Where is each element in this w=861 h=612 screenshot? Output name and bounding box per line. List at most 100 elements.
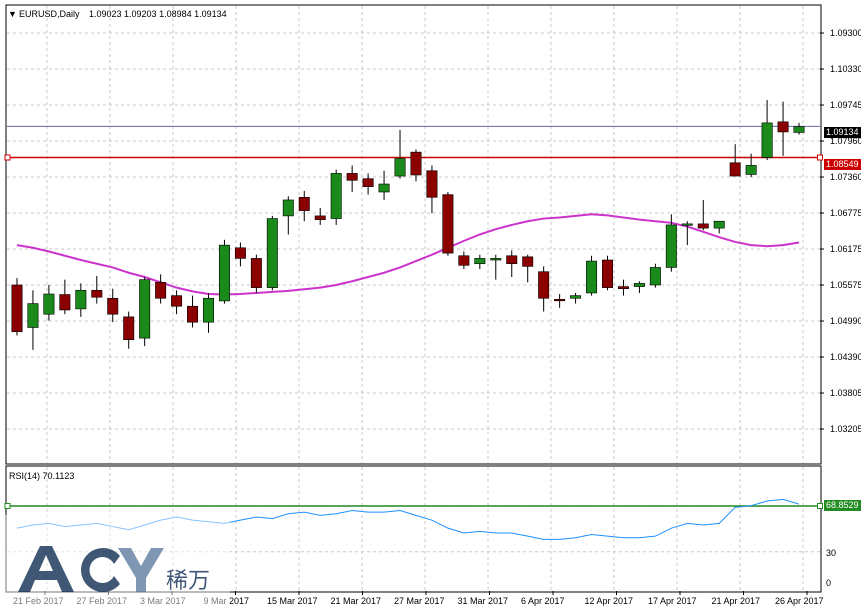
candles-layer xyxy=(11,100,805,350)
candle-body xyxy=(378,183,390,193)
candle-body xyxy=(697,223,709,229)
candle-body xyxy=(410,151,422,176)
time-axis-label: 17 Apr 2017 xyxy=(648,596,697,606)
candle-body xyxy=(649,267,661,286)
price-axis-label: 1.09745 xyxy=(830,100,861,110)
candle-body xyxy=(681,223,693,226)
candle-body xyxy=(522,256,534,267)
candle-body xyxy=(218,244,230,302)
candle-body xyxy=(761,122,773,158)
candle-body xyxy=(490,258,502,261)
price-axis-label: 1.07960 xyxy=(830,136,861,146)
rsi-axis-label-0: 0 xyxy=(826,578,831,588)
candle-body xyxy=(506,255,518,265)
ohlc-readout: 1.09023 1.09203 1.08984 1.09134 xyxy=(89,9,227,19)
rsi-grid xyxy=(7,467,820,591)
rsi-title: RSI(14) 70.1123 xyxy=(9,471,74,481)
price-axis-label: 1.06775 xyxy=(830,208,861,218)
price-axis-label: 1.03205 xyxy=(830,424,861,434)
candle-body xyxy=(442,194,454,254)
candle-body xyxy=(27,303,39,328)
candle-body xyxy=(203,297,214,323)
candle-body xyxy=(43,293,55,315)
acy-logo-y xyxy=(118,548,164,592)
price-grid xyxy=(7,6,820,463)
candle-body xyxy=(75,289,87,310)
candle-body xyxy=(394,158,406,177)
time-axis: 21 Feb 2017 27 Feb 2017 3 Mar 2017 9 Mar 20… xyxy=(13,591,824,606)
candle-body xyxy=(554,299,566,302)
candle-body xyxy=(745,165,757,175)
symbol-title: EURUSD,Daily xyxy=(19,9,80,19)
candle-body xyxy=(59,294,71,311)
candle-body xyxy=(155,282,167,299)
time-axis-label: 12 Apr 2017 xyxy=(585,596,634,606)
rsi-line xyxy=(16,498,800,540)
candle-body xyxy=(617,286,629,290)
candle-body xyxy=(729,162,741,177)
rsi-axis-label-30: 30 xyxy=(826,548,836,558)
candle-body xyxy=(282,199,294,217)
rsi-level-marker: 68.8529 xyxy=(826,500,859,510)
time-axis-label: 21 Feb 2017 xyxy=(13,596,64,606)
candle-body xyxy=(11,284,23,333)
price-axis-label: 1.03805 xyxy=(830,388,861,398)
candle-body xyxy=(602,259,613,288)
moving-average-layer xyxy=(16,213,800,296)
rsi-level-handle-left[interactable] xyxy=(4,503,11,509)
candle-body xyxy=(266,218,278,288)
price-axis-label: 1.07360 xyxy=(830,172,861,182)
candle-body xyxy=(713,220,725,229)
price-axis-label: 1.04990 xyxy=(830,316,861,326)
candle-body xyxy=(346,173,358,181)
bid-price-marker: 1.09134 xyxy=(826,127,859,137)
dropdown-arrow-icon[interactable]: ▼ xyxy=(8,9,17,19)
price-axis-label: 1.06175 xyxy=(830,244,861,254)
candle-body xyxy=(538,271,550,299)
time-axis-label: 27 Feb 2017 xyxy=(77,596,128,606)
level-handle-left[interactable] xyxy=(4,154,11,161)
price-panel-frame xyxy=(5,4,822,465)
acy-logo-suffix: 稀万 xyxy=(166,569,210,594)
candle-body xyxy=(586,260,598,294)
level-handle-right[interactable] xyxy=(817,154,823,161)
candle-body xyxy=(91,289,103,298)
candle-body xyxy=(362,178,374,187)
rsi-layer xyxy=(4,498,823,540)
candle-body xyxy=(665,224,677,268)
candle-body xyxy=(139,279,151,339)
rsi-level-marker-bg xyxy=(824,500,861,511)
candle-body xyxy=(330,173,342,219)
time-axis-label: 6 Apr 2017 xyxy=(521,596,565,606)
time-axis-label: 3 Mar 2017 xyxy=(140,596,186,606)
level-price-marker-bg xyxy=(824,159,861,170)
price-axis-label: 1.04390 xyxy=(830,352,861,362)
candle-body xyxy=(458,255,470,266)
candle-body xyxy=(187,305,199,323)
time-axis-label: 9 Mar 2017 xyxy=(204,596,250,606)
candle-body xyxy=(314,215,326,220)
acy-logo-a xyxy=(18,546,74,592)
candle-body xyxy=(570,295,582,299)
candle-body xyxy=(171,295,183,307)
acy-logo-c xyxy=(81,548,120,593)
candle-body xyxy=(474,258,486,265)
candle-body xyxy=(298,197,310,211)
time-axis-label: 27 Mar 2017 xyxy=(394,596,445,606)
price-axis-label: 1.10330 xyxy=(830,64,861,74)
bid-price-marker-bg xyxy=(824,127,861,138)
candle-body xyxy=(777,121,789,133)
candle-body xyxy=(107,297,119,315)
candle-body xyxy=(633,283,645,287)
level-price-marker: 1.08549 xyxy=(826,159,859,169)
price-axis: 1.09300 1.10330 1.09745 1.07960 1.07360 1.067… xyxy=(820,28,861,434)
candle-body xyxy=(793,126,805,133)
moving-average-line xyxy=(16,213,800,296)
time-axis-label: 21 Mar 2017 xyxy=(331,596,382,606)
candle-body xyxy=(250,258,262,288)
rsi-level-handle-right[interactable] xyxy=(817,503,823,509)
time-axis-label: 21 Apr 2017 xyxy=(712,596,761,606)
candle-body xyxy=(426,170,438,198)
price-axis-label: 1.09300 xyxy=(830,28,861,38)
